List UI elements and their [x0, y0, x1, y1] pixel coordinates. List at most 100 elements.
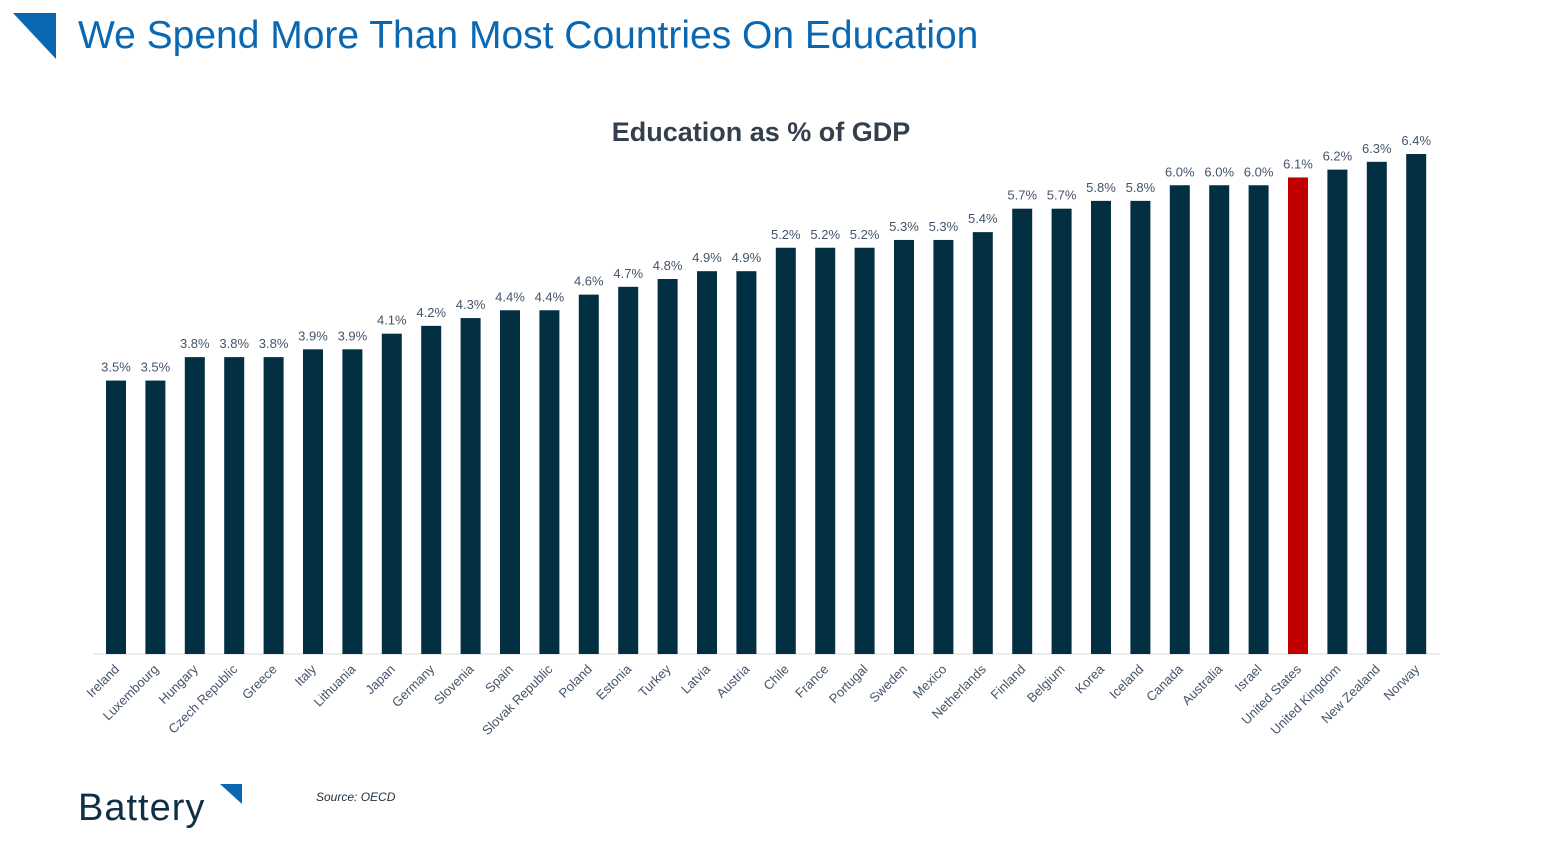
data-label: 4.9%	[692, 250, 722, 265]
data-label: 4.8%	[653, 258, 683, 273]
data-label: 6.0%	[1204, 164, 1234, 179]
x-tick-label: Norway	[1381, 661, 1423, 703]
bar	[224, 357, 245, 654]
bar	[972, 232, 993, 654]
x-tick-label: Estonia	[593, 661, 635, 703]
data-label: 5.2%	[810, 227, 840, 242]
data-label: 6.1%	[1283, 156, 1313, 171]
bar	[657, 279, 678, 654]
bar	[736, 271, 757, 654]
x-tick-label: Slovak Republic	[479, 661, 556, 738]
bar	[1366, 161, 1387, 654]
x-tick-label: Slovenia	[431, 661, 477, 707]
corner-triangle-icon	[13, 13, 56, 59]
bar	[578, 294, 599, 654]
data-label: 3.8%	[219, 336, 249, 351]
x-tick-label: Ireland	[83, 662, 122, 701]
data-label: 4.4%	[535, 289, 565, 304]
bar	[697, 271, 717, 654]
data-label: 4.6%	[574, 274, 604, 289]
data-label: 3.9%	[298, 328, 328, 343]
data-label: 5.3%	[929, 219, 959, 234]
bar	[1130, 200, 1151, 654]
x-tick-label: Portugal	[826, 661, 871, 706]
bar	[775, 247, 796, 654]
source-note: Source: OECD	[316, 790, 396, 804]
data-label: 3.8%	[180, 336, 210, 351]
x-tick-label: Poland	[556, 662, 595, 701]
x-tick-label: Italy	[292, 661, 320, 689]
x-tick-label: Israel	[1232, 661, 1265, 694]
data-label: 4.9%	[732, 250, 762, 265]
data-label: 4.4%	[495, 289, 525, 304]
brand-name: Battery	[78, 787, 206, 829]
x-tick-label: Austria	[713, 661, 753, 701]
bar	[184, 357, 205, 654]
data-label: 5.4%	[968, 211, 998, 226]
data-label: 3.5%	[141, 360, 171, 375]
brand-flag-icon	[220, 784, 242, 804]
x-tick-label: Japan	[362, 662, 398, 698]
x-tick-label: Australia	[1179, 661, 1226, 708]
bar	[1209, 185, 1230, 654]
bar	[539, 310, 560, 654]
data-label: 6.0%	[1165, 164, 1195, 179]
data-label: 5.2%	[771, 227, 801, 242]
x-tick-label: United Kingdom	[1268, 662, 1344, 738]
data-label: 4.1%	[377, 313, 407, 328]
data-label: 6.2%	[1323, 149, 1353, 164]
x-tick-label: Greece	[239, 662, 280, 703]
bar	[500, 310, 520, 654]
data-label: 6.4%	[1401, 133, 1431, 148]
bar	[342, 349, 363, 654]
x-tick-label: Finland	[988, 662, 1029, 703]
bar	[1051, 208, 1072, 654]
bar	[1169, 185, 1190, 654]
x-tick-label: Belgium	[1024, 662, 1068, 706]
data-label: 5.8%	[1086, 180, 1116, 195]
bar	[263, 357, 284, 654]
bar	[1327, 169, 1348, 654]
x-tick-label: Iceland	[1106, 662, 1146, 702]
data-label: 5.7%	[1007, 188, 1037, 203]
data-label: 3.9%	[338, 328, 368, 343]
data-label: 6.0%	[1244, 164, 1274, 179]
data-label: 4.2%	[416, 305, 446, 320]
battery-logo: Battery	[78, 782, 248, 838]
x-tick-label: Turkey	[635, 661, 674, 700]
bar-chart: Education as % of GDP3.5%Ireland3.5%Luxe…	[83, 117, 1440, 738]
data-label: 5.7%	[1047, 188, 1077, 203]
x-tick-label: Latvia	[678, 661, 714, 697]
bar	[1012, 208, 1033, 654]
bar	[303, 349, 323, 654]
page-title: We Spend More Than Most Countries On Edu…	[78, 14, 979, 57]
data-label: 5.8%	[1126, 180, 1156, 195]
bar	[894, 239, 914, 654]
bar	[421, 325, 442, 654]
data-label: 5.3%	[889, 219, 919, 234]
bar	[1091, 200, 1111, 654]
bar	[460, 318, 481, 654]
x-tick-label: Chile	[760, 662, 792, 694]
x-tick-label: Germany	[389, 661, 438, 710]
bar	[618, 286, 639, 654]
data-label: 6.3%	[1362, 141, 1392, 156]
bar	[1248, 185, 1269, 654]
chart-title: Education as % of GDP	[612, 117, 911, 147]
x-tick-label: Sweden	[866, 662, 910, 706]
x-tick-label: Spain	[482, 662, 516, 696]
bar	[1406, 154, 1427, 654]
bar	[933, 239, 954, 654]
data-label: 3.5%	[101, 360, 131, 375]
x-tick-label: Korea	[1072, 661, 1108, 697]
bar	[815, 247, 836, 654]
bar	[381, 333, 402, 654]
data-label: 3.8%	[259, 336, 289, 351]
bar	[145, 380, 166, 654]
bar	[106, 380, 126, 654]
x-tick-label: Lithuania	[311, 661, 359, 709]
data-label: 5.2%	[850, 227, 880, 242]
data-label: 4.7%	[613, 266, 643, 281]
x-tick-label: Czech Republic	[165, 661, 240, 736]
bar	[1288, 177, 1308, 654]
